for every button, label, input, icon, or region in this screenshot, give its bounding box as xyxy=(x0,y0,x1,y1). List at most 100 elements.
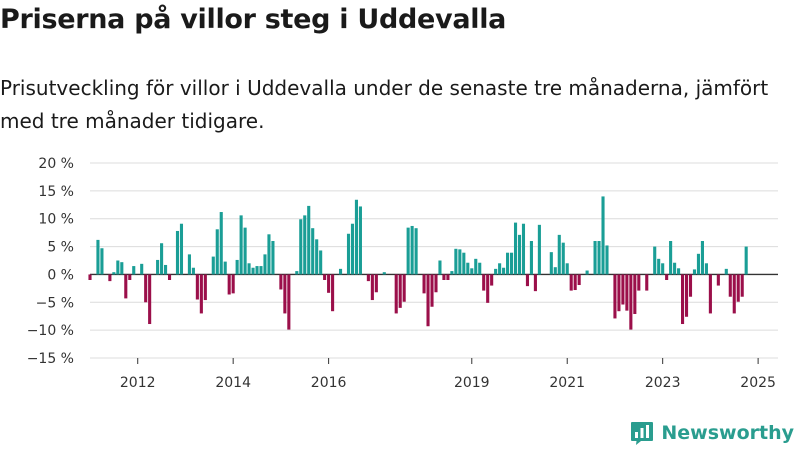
bar xyxy=(235,259,239,275)
bar xyxy=(124,274,128,299)
bar xyxy=(108,274,112,282)
annotation-label: 5 % xyxy=(756,0,785,4)
bar xyxy=(625,274,629,311)
bar xyxy=(247,263,251,275)
bar xyxy=(366,274,370,282)
bar xyxy=(327,274,331,293)
bar xyxy=(144,274,148,303)
bar xyxy=(549,252,553,275)
bar xyxy=(577,274,581,286)
bar xyxy=(438,260,442,275)
bar xyxy=(645,274,649,291)
bar xyxy=(195,274,199,300)
bar xyxy=(454,248,458,275)
bar xyxy=(533,274,537,292)
bar xyxy=(657,258,661,275)
bar xyxy=(148,274,152,325)
bar xyxy=(569,274,573,291)
bar xyxy=(430,274,434,307)
bar xyxy=(128,274,132,280)
bar xyxy=(637,274,641,291)
bar xyxy=(410,225,414,275)
bar xyxy=(191,267,195,275)
x-tick-label: 2021 xyxy=(549,375,585,391)
bar xyxy=(510,252,514,275)
bar xyxy=(179,223,184,275)
x-axis: 2012 2014 2016 2019 2021 2023 2025 xyxy=(120,358,776,391)
bar xyxy=(382,272,386,275)
bar xyxy=(474,258,478,275)
bar xyxy=(100,248,104,275)
bar xyxy=(446,274,450,280)
bar xyxy=(398,274,402,308)
bar xyxy=(517,234,522,275)
bar xyxy=(402,274,406,302)
bar xyxy=(370,274,374,301)
bar xyxy=(140,263,144,275)
bar xyxy=(605,245,609,275)
bar xyxy=(187,254,191,275)
bar xyxy=(112,272,116,275)
bar xyxy=(406,227,410,275)
bar xyxy=(669,241,673,275)
bar xyxy=(653,246,657,275)
bar xyxy=(728,274,732,297)
bar xyxy=(506,252,510,275)
bar xyxy=(553,267,557,275)
bar xyxy=(613,274,617,319)
bar xyxy=(215,229,219,275)
bar xyxy=(251,267,255,275)
bar xyxy=(740,274,744,297)
newsworthy-logo-icon xyxy=(631,422,654,445)
y-tick-label: 0 % xyxy=(47,267,74,283)
bar xyxy=(358,206,362,275)
bar xyxy=(744,246,748,275)
bar xyxy=(434,274,438,293)
bar xyxy=(732,274,736,314)
bar xyxy=(338,268,343,275)
bar xyxy=(132,266,136,275)
bar xyxy=(219,212,223,275)
bar xyxy=(716,274,720,286)
bar xyxy=(629,274,633,330)
bar xyxy=(167,274,172,280)
bar xyxy=(573,274,577,291)
bar xyxy=(199,274,203,314)
bar xyxy=(88,274,92,280)
bar xyxy=(458,249,462,275)
bar xyxy=(736,274,740,302)
bar xyxy=(665,274,669,280)
bar xyxy=(414,228,418,275)
bar xyxy=(96,239,100,275)
bar xyxy=(323,274,327,280)
bar xyxy=(303,215,307,275)
bar xyxy=(116,260,120,275)
bar xyxy=(490,274,494,286)
bar xyxy=(585,270,589,275)
chart-title: Priserna på villor steg i Uddevalla xyxy=(0,4,507,35)
bar xyxy=(175,230,180,275)
grid: 20 % 15 % 10 % 5 % 0 % −5 % −10 % −15 % xyxy=(27,156,778,367)
x-tick-label: 2023 xyxy=(645,375,681,391)
bar xyxy=(120,262,124,275)
bar xyxy=(482,274,486,291)
bar xyxy=(466,262,470,275)
bar xyxy=(239,215,243,275)
bar xyxy=(223,261,227,275)
bar xyxy=(374,274,378,293)
bar xyxy=(696,253,701,275)
bar xyxy=(279,274,283,290)
bar xyxy=(315,239,319,275)
x-tick-label: 2012 xyxy=(120,375,156,391)
bar xyxy=(243,227,247,275)
x-tick-label: 2019 xyxy=(454,375,490,391)
y-tick-label: −10 % xyxy=(27,323,74,339)
bar xyxy=(354,199,358,275)
bar xyxy=(708,274,712,314)
y-tick-label: 10 % xyxy=(38,212,74,228)
y-tick-label: 20 % xyxy=(38,156,74,172)
chart-subtitle: Prisutveckling för villor i Uddevalla un… xyxy=(0,76,769,133)
bar xyxy=(299,219,303,275)
bar xyxy=(227,274,231,295)
